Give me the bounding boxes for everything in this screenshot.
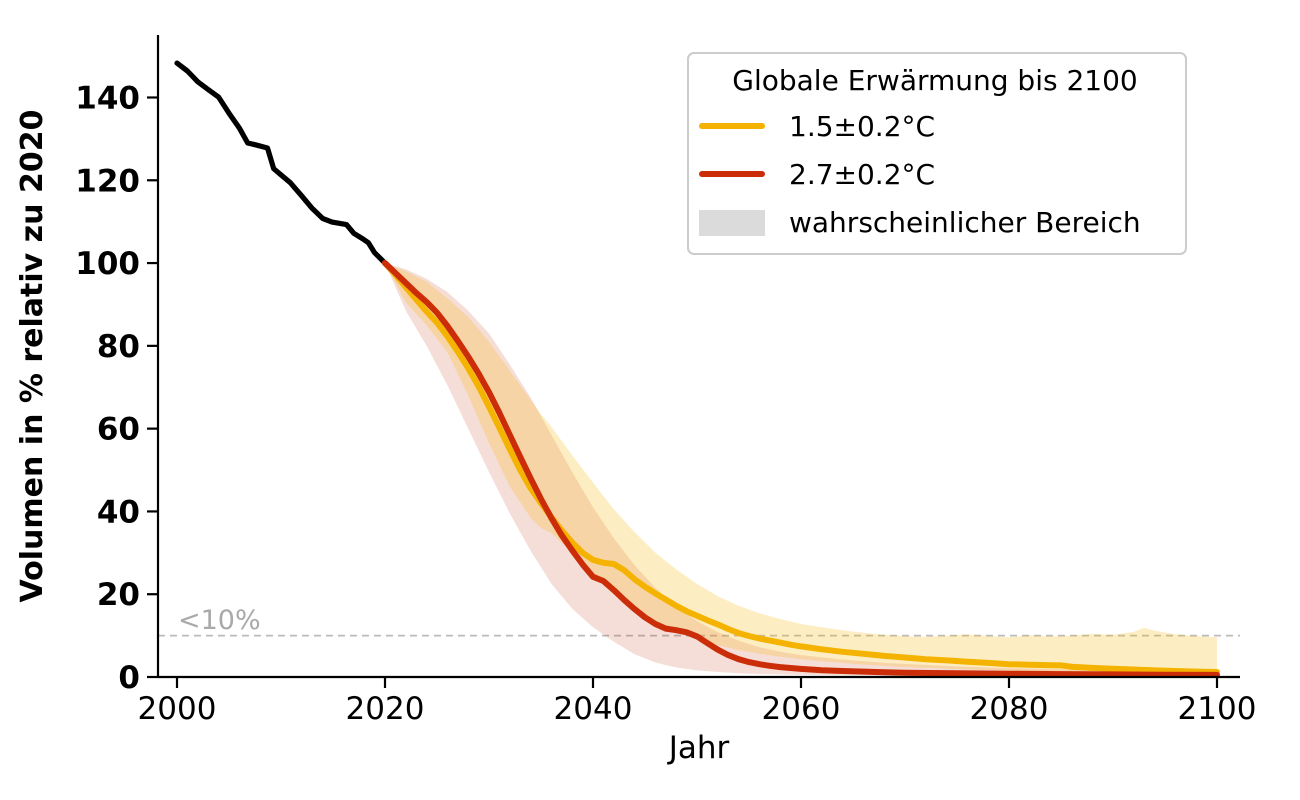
y-tick-label-20: 20 <box>97 577 140 613</box>
legend-swatch-holder <box>699 209 765 236</box>
x-tick-label-2100: 2100 <box>1178 691 1257 727</box>
historical-line <box>174 60 388 266</box>
x-tick-label-2040: 2040 <box>554 691 633 727</box>
legend-label-likely-range: wahrscheinlicher Bereich <box>789 206 1141 240</box>
legend-entry-1-5c: 1.5±0.2°C <box>699 102 1171 150</box>
uncertainty-band-1-5c <box>385 263 1217 675</box>
legend-entry-likely-range: wahrscheinlicher Bereich <box>699 199 1171 247</box>
x-tick-label-2060: 2060 <box>762 691 841 727</box>
y-axis-title: Volumen in % relativ zu 2020 <box>15 110 50 603</box>
legend-line-swatch-2-7c <box>699 171 765 178</box>
scenario-line-1-5c <box>382 260 1220 675</box>
legend-patch-swatch-likely-range <box>699 209 765 236</box>
legend-swatch-holder <box>699 171 765 178</box>
legend-line-swatch-1-5c <box>699 123 765 130</box>
x-tick-label-2080: 2080 <box>970 691 1049 727</box>
y-tick-label-40: 40 <box>97 494 140 530</box>
legend-entry-2-7c: 2.7±0.2°C <box>699 150 1171 198</box>
threshold-10pct-label: <10% <box>178 605 261 636</box>
scenario-line-2-7c <box>382 260 1220 678</box>
y-tick-label-100: 100 <box>75 246 140 282</box>
y-tick-label-60: 60 <box>97 412 140 448</box>
y-tick-label-120: 120 <box>75 163 140 199</box>
y-tick-label-0: 0 <box>118 660 140 696</box>
legend: Globale Erwärmung bis 2100 1.5±0.2°C 2.7… <box>687 52 1187 255</box>
legend-title: Globale Erwärmung bis 2100 <box>732 64 1138 97</box>
y-tick-label-80: 80 <box>97 329 140 365</box>
y-tick-label-140: 140 <box>75 80 140 116</box>
legend-label-1-5c: 1.5±0.2°C <box>789 109 936 143</box>
x-tick-label-2020: 2020 <box>346 691 425 727</box>
x-tick-label-2000: 2000 <box>138 691 217 727</box>
legend-label-2-7c: 2.7±0.2°C <box>789 157 936 191</box>
legend-swatch-holder <box>699 123 765 130</box>
x-axis-title: Jahr <box>667 730 730 766</box>
